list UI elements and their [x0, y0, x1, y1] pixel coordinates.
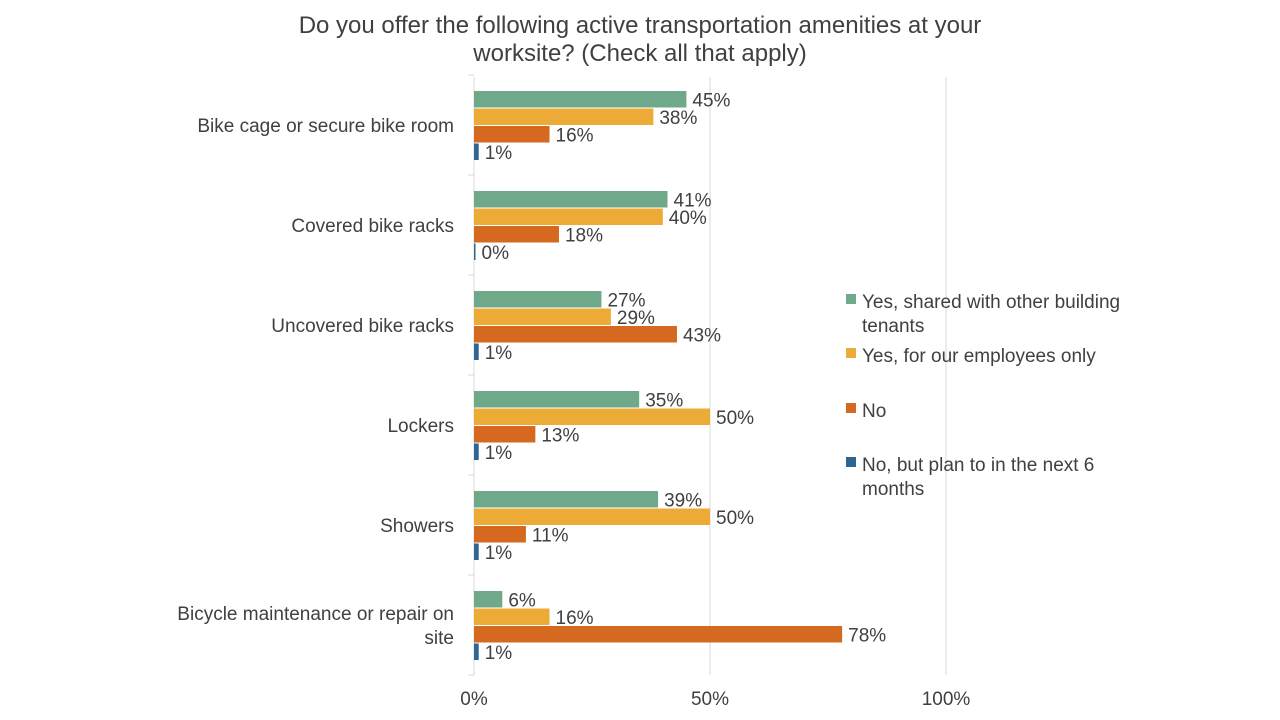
bar	[474, 508, 710, 525]
data-label: 16%	[556, 125, 594, 146]
category-label: Covered bike racks	[291, 216, 454, 237]
bar	[474, 608, 550, 625]
data-label: 1%	[485, 543, 513, 564]
category-labels: Bike cage or secure bike room Covered bik…	[177, 116, 454, 649]
bar	[474, 191, 668, 208]
bar	[474, 308, 611, 325]
data-label: 1%	[485, 443, 513, 464]
legend-swatch	[846, 294, 856, 304]
category-label: Lockers	[387, 416, 454, 437]
x-tick-label: 100%	[922, 689, 971, 710]
bar	[474, 543, 479, 560]
legend-label: months	[862, 479, 924, 500]
data-label: 6%	[508, 590, 536, 611]
chart-title-line: Do you offer the following active transp…	[299, 12, 982, 39]
bar	[474, 108, 654, 125]
data-label: 13%	[541, 425, 579, 446]
data-label: 29%	[617, 308, 655, 329]
bar	[474, 626, 843, 643]
x-tick-label: 50%	[691, 689, 729, 710]
category-label: Showers	[380, 516, 454, 537]
data-label: 18%	[565, 225, 603, 246]
legend-label: Yes, shared with other building	[862, 292, 1120, 313]
bar	[474, 91, 687, 108]
data-label: 43%	[683, 325, 721, 346]
data-label: 38%	[659, 108, 697, 129]
legend-label: tenants	[862, 316, 924, 337]
bar	[474, 326, 677, 343]
legend-item: No, but plan to in the next 6 months	[846, 455, 1094, 500]
chart-title-line: worksite? (Check all that apply)	[472, 40, 806, 67]
bar	[474, 391, 640, 408]
category-label: Bicycle maintenance or repair on	[177, 604, 454, 625]
bar	[474, 526, 526, 543]
bars: 45%38% 16% 1% 41%40% 18% 0% 27%29% 43% 1% 35% 50% 1…	[474, 90, 886, 664]
legend-swatch	[846, 457, 856, 467]
chart-title: Do you offer the following active transp…	[299, 12, 982, 67]
bar	[474, 291, 602, 308]
data-label: 1%	[485, 343, 513, 364]
legend-swatch	[846, 403, 856, 413]
bar	[474, 443, 479, 460]
data-label: 35%	[645, 390, 683, 411]
data-label: 11%	[532, 525, 569, 546]
data-label: 50%	[716, 408, 754, 429]
category-label: site	[424, 628, 454, 649]
data-label: 16%	[556, 608, 594, 629]
bar	[474, 426, 536, 443]
legend-item: No	[846, 401, 886, 422]
bar	[474, 491, 659, 508]
bar	[474, 143, 479, 160]
legend-item: Yes, for our employees only	[846, 346, 1096, 367]
bar	[474, 343, 479, 360]
legend-label: No	[862, 401, 886, 422]
data-label: 1%	[485, 143, 513, 164]
data-label: 50%	[716, 508, 754, 529]
legend-label: No, but plan to in the next 6	[862, 455, 1094, 476]
bar	[474, 208, 663, 225]
data-label: 78%	[848, 625, 886, 646]
bar	[474, 408, 710, 425]
category-label: Bike cage or secure bike room	[197, 116, 454, 137]
gridlines	[468, 74, 947, 676]
data-label: 40%	[669, 208, 707, 229]
legend: Yes, shared with other buildingtenantsYe…	[846, 292, 1120, 500]
bar	[474, 126, 550, 143]
legend-swatch	[846, 348, 856, 358]
bar	[474, 591, 503, 608]
data-label: 41%	[674, 190, 712, 211]
data-label: 1%	[485, 643, 513, 664]
bar	[474, 226, 559, 243]
data-label: 45%	[692, 90, 730, 111]
data-label: 27%	[607, 290, 645, 311]
category-label: Uncovered bike racks	[271, 316, 454, 337]
data-label: 0%	[482, 243, 510, 264]
bar	[474, 643, 479, 660]
x-tick-label: 0%	[460, 689, 488, 710]
x-axis-ticks: 0% 50% 100%	[460, 689, 970, 710]
legend-item: Yes, shared with other building tenants	[846, 292, 1120, 337]
legend-label: Yes, for our employees only	[862, 346, 1096, 367]
bar	[474, 243, 476, 260]
data-label: 39%	[664, 490, 702, 511]
